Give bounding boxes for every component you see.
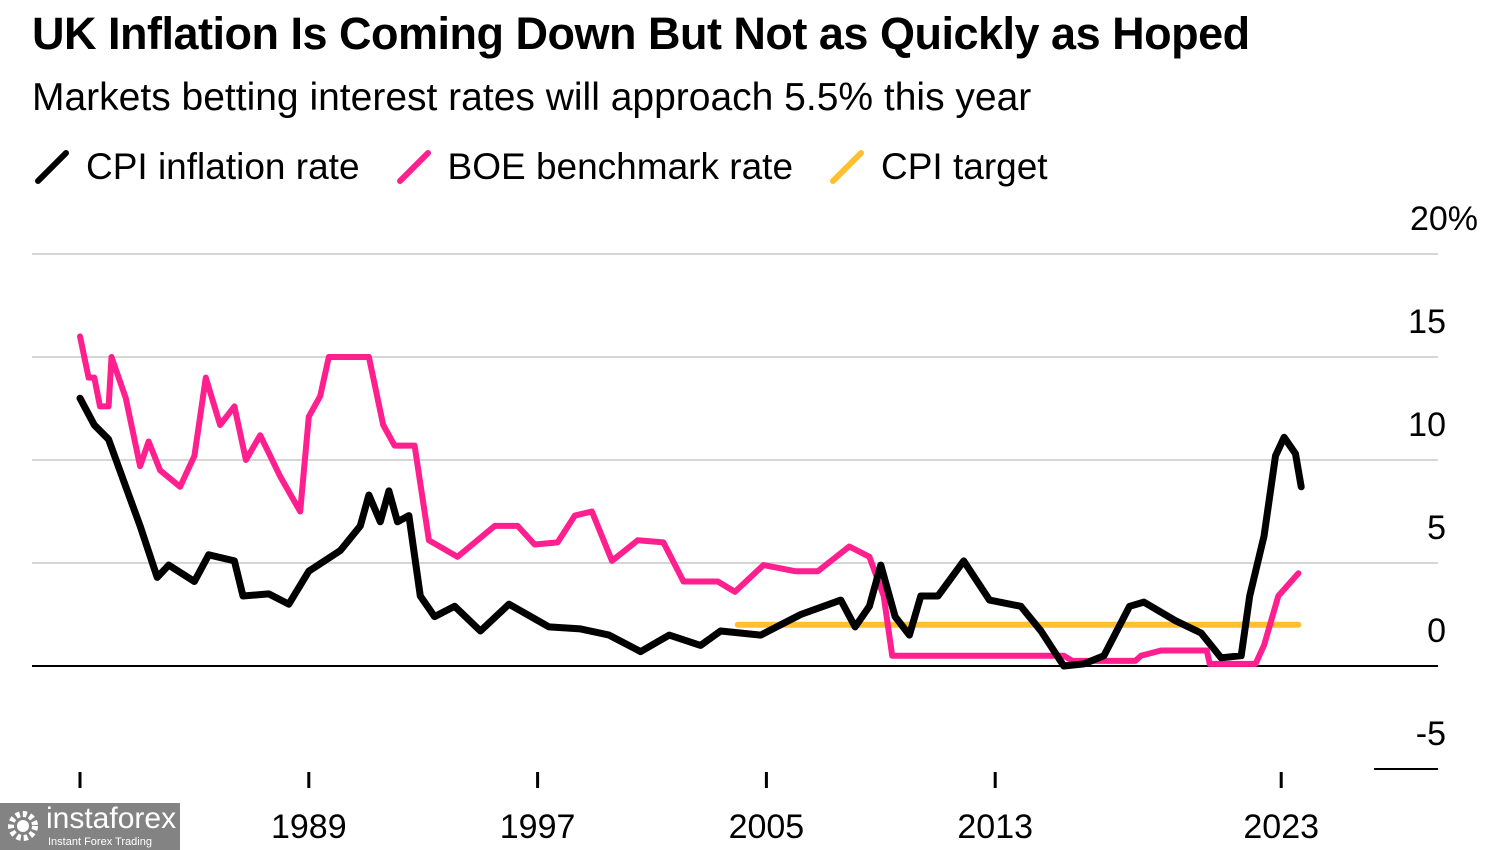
chart-subtitle: Markets betting interest rates will appr…	[32, 76, 1032, 119]
legend-label-cpi: CPI inflation rate	[86, 146, 360, 187]
x-tick-label: 2005	[729, 808, 805, 846]
y-tick-label: 5	[1427, 509, 1446, 547]
y-tick-label: -5	[1416, 715, 1446, 753]
legend-item-cpi: CPI inflation rate	[32, 146, 360, 188]
legend-label-boe: BOE benchmark rate	[447, 146, 794, 187]
legend-item-boe: BOE benchmark rate	[394, 146, 793, 188]
x-tick-label: 1997	[500, 808, 576, 846]
legend: CPI inflation rate BOE benchmark rate CP…	[32, 146, 1082, 188]
y-tick-label: 10	[1408, 406, 1446, 444]
gear-icon	[8, 811, 38, 841]
y-tick-label: 20%	[1410, 200, 1478, 238]
chart-title: UK Inflation Is Coming Down But Not as Q…	[32, 8, 1250, 59]
x-tick-label: 2013	[957, 808, 1033, 846]
x-tick-label: 1989	[271, 808, 347, 846]
series-line-boe	[77, 333, 1302, 667]
watermark-brand: instaforex	[46, 802, 177, 835]
x-tick-label: 2023	[1243, 808, 1319, 846]
y-tick-label: 0	[1427, 612, 1446, 650]
watermark-logo: instaforex Instant Forex Trading	[0, 803, 180, 850]
watermark-tagline: Instant Forex Trading	[48, 836, 152, 848]
series-line-cpi	[76, 394, 1305, 670]
legend-swatch-target	[830, 150, 865, 184]
legend-swatch-cpi	[35, 150, 69, 184]
legend-item-target: CPI target	[827, 146, 1048, 188]
legend-swatch-boe	[396, 150, 431, 184]
y-tick-label: 15	[1408, 303, 1446, 341]
legend-label-target: CPI target	[881, 146, 1048, 187]
